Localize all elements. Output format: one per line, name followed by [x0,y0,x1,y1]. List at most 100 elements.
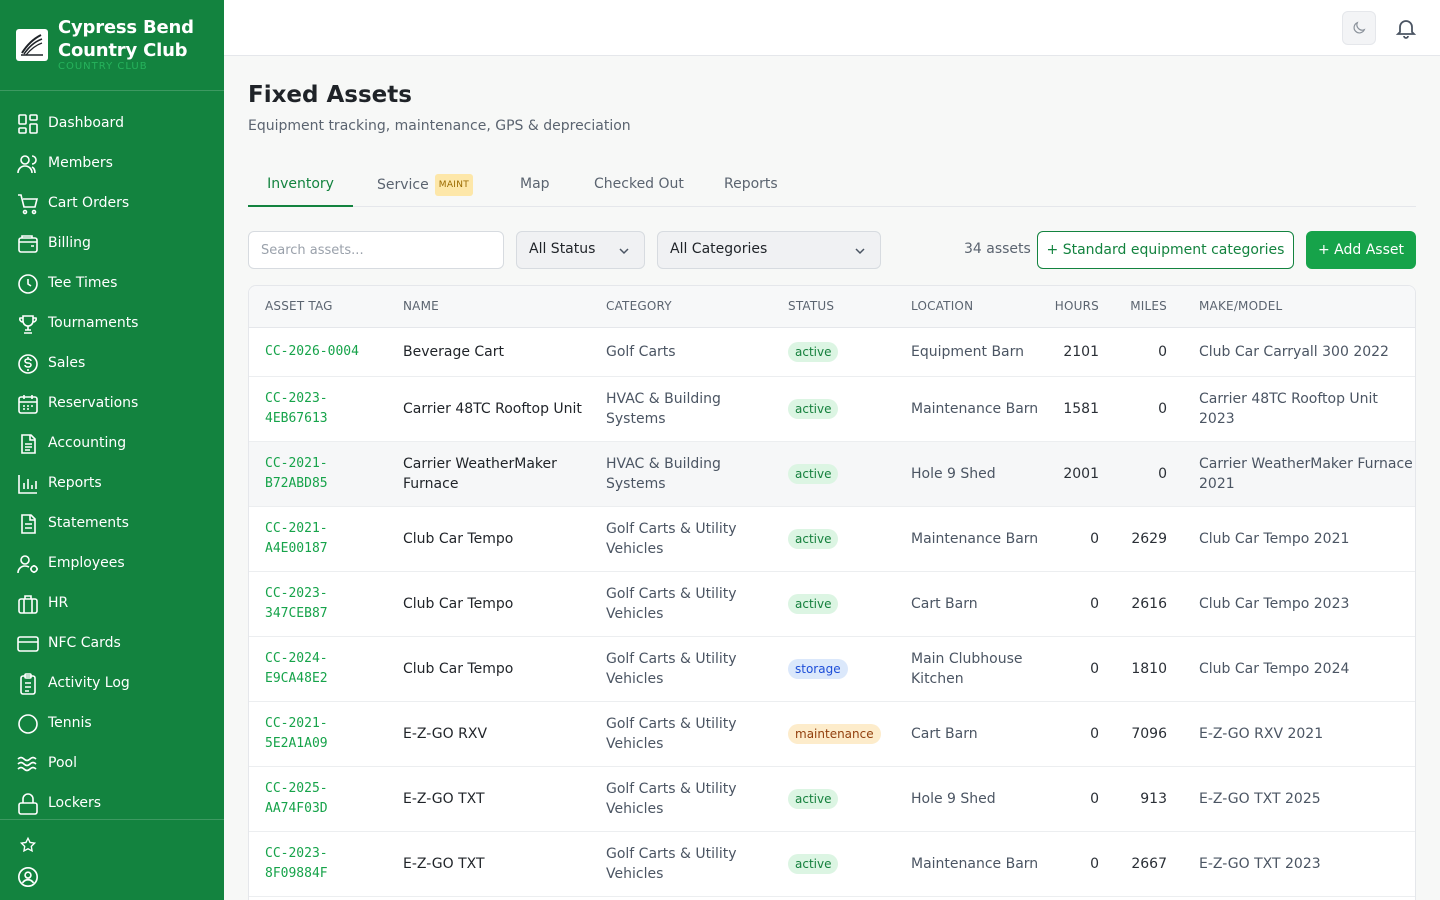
sidebar-item-sales[interactable]: Sales [0,343,224,383]
sidebar-item-activity-log[interactable]: Activity Log [0,663,224,703]
table-row[interactable]: CC-2023- 4EB67613 Carrier 48TC Rooftop Uni… [249,376,1415,442]
status-cell: active [772,327,895,377]
sidebar-item-label: Tee Times [48,275,118,291]
card-icon [17,636,39,652]
tab-reports[interactable]: Reports [724,164,778,207]
standard-categories-button[interactable]: + Standard equipment categories [1037,231,1294,269]
status-cell: storage [772,636,895,702]
tab-service[interactable]: Service MAINT [377,164,474,207]
table-row[interactable]: CC-2025- AA74F03D E-Z-GO TXT Golf Carts & U… [249,766,1415,832]
status-cell: active [772,376,895,442]
asset-name: Club Car Tempo [387,636,590,702]
table-row[interactable]: CC-2021- 5E2A1A09 E-Z-GO RXV Golf Carts & U… [249,701,1415,767]
asset-location: Maintenance Barn [895,831,1047,897]
asset-hours: 0 [1047,701,1099,767]
sidebar-item-hr[interactable]: HR [0,583,224,623]
sidebar-item-employees[interactable]: Employees [0,543,224,583]
dark-mode-toggle[interactable] [1342,11,1376,45]
sidebar-item-statements[interactable]: Statements [0,503,224,543]
sidebar-item-label: Cart Orders [48,195,130,211]
asset-make-model: E-Z-GO TXT 2025 [1167,766,1415,832]
sidebar-item-label: Accounting [48,435,127,451]
asset-location: Cart Barn [895,571,1047,637]
sidebar-item-accounting[interactable]: Accounting [0,423,224,463]
sidebar-item-label: Tennis [48,715,92,731]
asset-tag-link[interactable]: CC-2021- 5E2A1A09 [249,701,387,767]
table-row[interactable]: CC-2021- A4E00187 Club Car Tempo Golf Carts… [249,506,1415,572]
star-icon[interactable] [19,836,37,854]
add-asset-button[interactable]: + Add Asset [1306,231,1416,269]
sidebar-item-nfc-cards[interactable]: NFC Cards [0,623,224,663]
chevron-down-icon [855,248,865,255]
table-row[interactable]: CC-2026-0004 Beverage Cart Golf Carts activ… [249,327,1415,377]
asset-tag-link[interactable]: CC-2023- 347CEB87 [249,571,387,637]
status-badge: active [788,398,839,419]
clipboard-icon [20,673,36,695]
waves-icon [17,756,37,772]
asset-name: E-Z-GO TXT [387,831,590,897]
sidebar-item-reservations[interactable]: Reservations [0,383,224,423]
search-input[interactable] [248,231,504,269]
sidebar-item-tournaments[interactable]: Tournaments [0,303,224,343]
asset-tag-link[interactable]: CC-2023- 8F09884F [249,831,387,897]
asset-tag-link[interactable]: CC-2023- 4EB67613 [249,376,387,442]
sidebar-item-lockers[interactable]: Lockers [0,783,224,823]
asset-category: Golf Carts & Utility Vehicles [590,636,772,702]
table-row[interactable]: CC-2024- E9CA48E2 Club Car Tempo Golf Carts… [249,636,1415,702]
sidebar-item-dashboard[interactable]: Dashboard [0,103,224,143]
sidebar-item-label: Reports [48,475,102,491]
sidebar-item-pool[interactable]: Pool [0,743,224,783]
column-header[interactable]: STATUS [772,286,895,328]
table-row[interactable]: CC-2023- 8F09884F E-Z-GO TXT Golf Carts & U… [249,831,1415,897]
table-row[interactable]: CC-2021- B72ABD85 Carrier WeatherMaker Fur… [249,441,1415,507]
dollar-icon [18,354,38,374]
asset-tag-link[interactable]: CC-2021- A4E00187 [249,506,387,572]
asset-hours: 0 [1047,636,1099,702]
sidebar-item-tee-times[interactable]: Tee Times [0,263,224,303]
status-filter-select[interactable]: All Status [516,231,645,269]
asset-miles: 2667 [1099,831,1167,897]
calendar-icon [18,395,38,414]
tab-label: Inventory [267,176,334,192]
asset-tag-link[interactable]: CC-2024- E9CA48E2 [249,636,387,702]
club-name: Cypress Bend Country Club [58,17,194,61]
tab-checked-out[interactable]: Checked Out [594,164,684,207]
asset-tag-link[interactable]: CC-2026-0004 [249,327,387,377]
asset-category: Golf Carts [590,327,772,377]
asset-category: Golf Carts & Utility Vehicles [590,766,772,832]
sidebar-item-billing[interactable]: Billing [0,223,224,263]
asset-tag-link[interactable]: CC-2025- AA74F03D [249,766,387,832]
asset-hours: 2001 [1047,441,1099,507]
sidebar-item-tennis[interactable]: Tennis [0,703,224,743]
tab-inventory[interactable]: Inventory [248,164,353,207]
column-header[interactable]: NAME [387,286,590,328]
status-badge: active [788,593,839,614]
asset-tag-link[interactable]: CC-2021- B72ABD85 [249,441,387,507]
status-filter-value: All Status [529,241,596,257]
sidebar-item-label: Sales [48,355,86,371]
column-header[interactable]: MILES [1099,286,1167,328]
user-avatar-icon[interactable] [17,866,39,888]
tab-map[interactable]: Map [520,164,550,207]
column-header[interactable]: ASSET TAG [249,286,387,328]
sidebar-item-label: Reservations [48,395,139,411]
sidebar-item-reports[interactable]: Reports [0,463,224,503]
bell-icon[interactable] [1394,16,1418,40]
column-header[interactable]: HOURS [1047,286,1099,328]
members-icon [17,155,37,174]
sidebar: Cypress Bend Country Club COUNTRY CLUB D… [0,0,224,900]
page-subtitle: Equipment tracking, maintenance, GPS & d… [248,118,631,134]
tab-label: Reports [724,176,778,192]
asset-category: HVAC & Building Systems [590,441,772,507]
briefcase-icon [18,595,38,614]
sidebar-item-cart-orders[interactable]: Cart Orders [0,183,224,223]
asset-name: Club Car Tempo [387,506,590,572]
asset-make-model: E-Z-GO TXT 2023 [1167,831,1415,897]
sidebar-item-members[interactable]: Members [0,143,224,183]
column-header[interactable]: LOCATION [895,286,1047,328]
tennis-icon [18,714,38,734]
category-filter-select[interactable]: All Categories [657,231,881,269]
table-row[interactable]: CC-2023- 347CEB87 Club Car Tempo Golf Carts… [249,571,1415,637]
column-header[interactable]: MAKE/MODEL [1167,286,1415,328]
column-header[interactable]: CATEGORY [590,286,772,328]
